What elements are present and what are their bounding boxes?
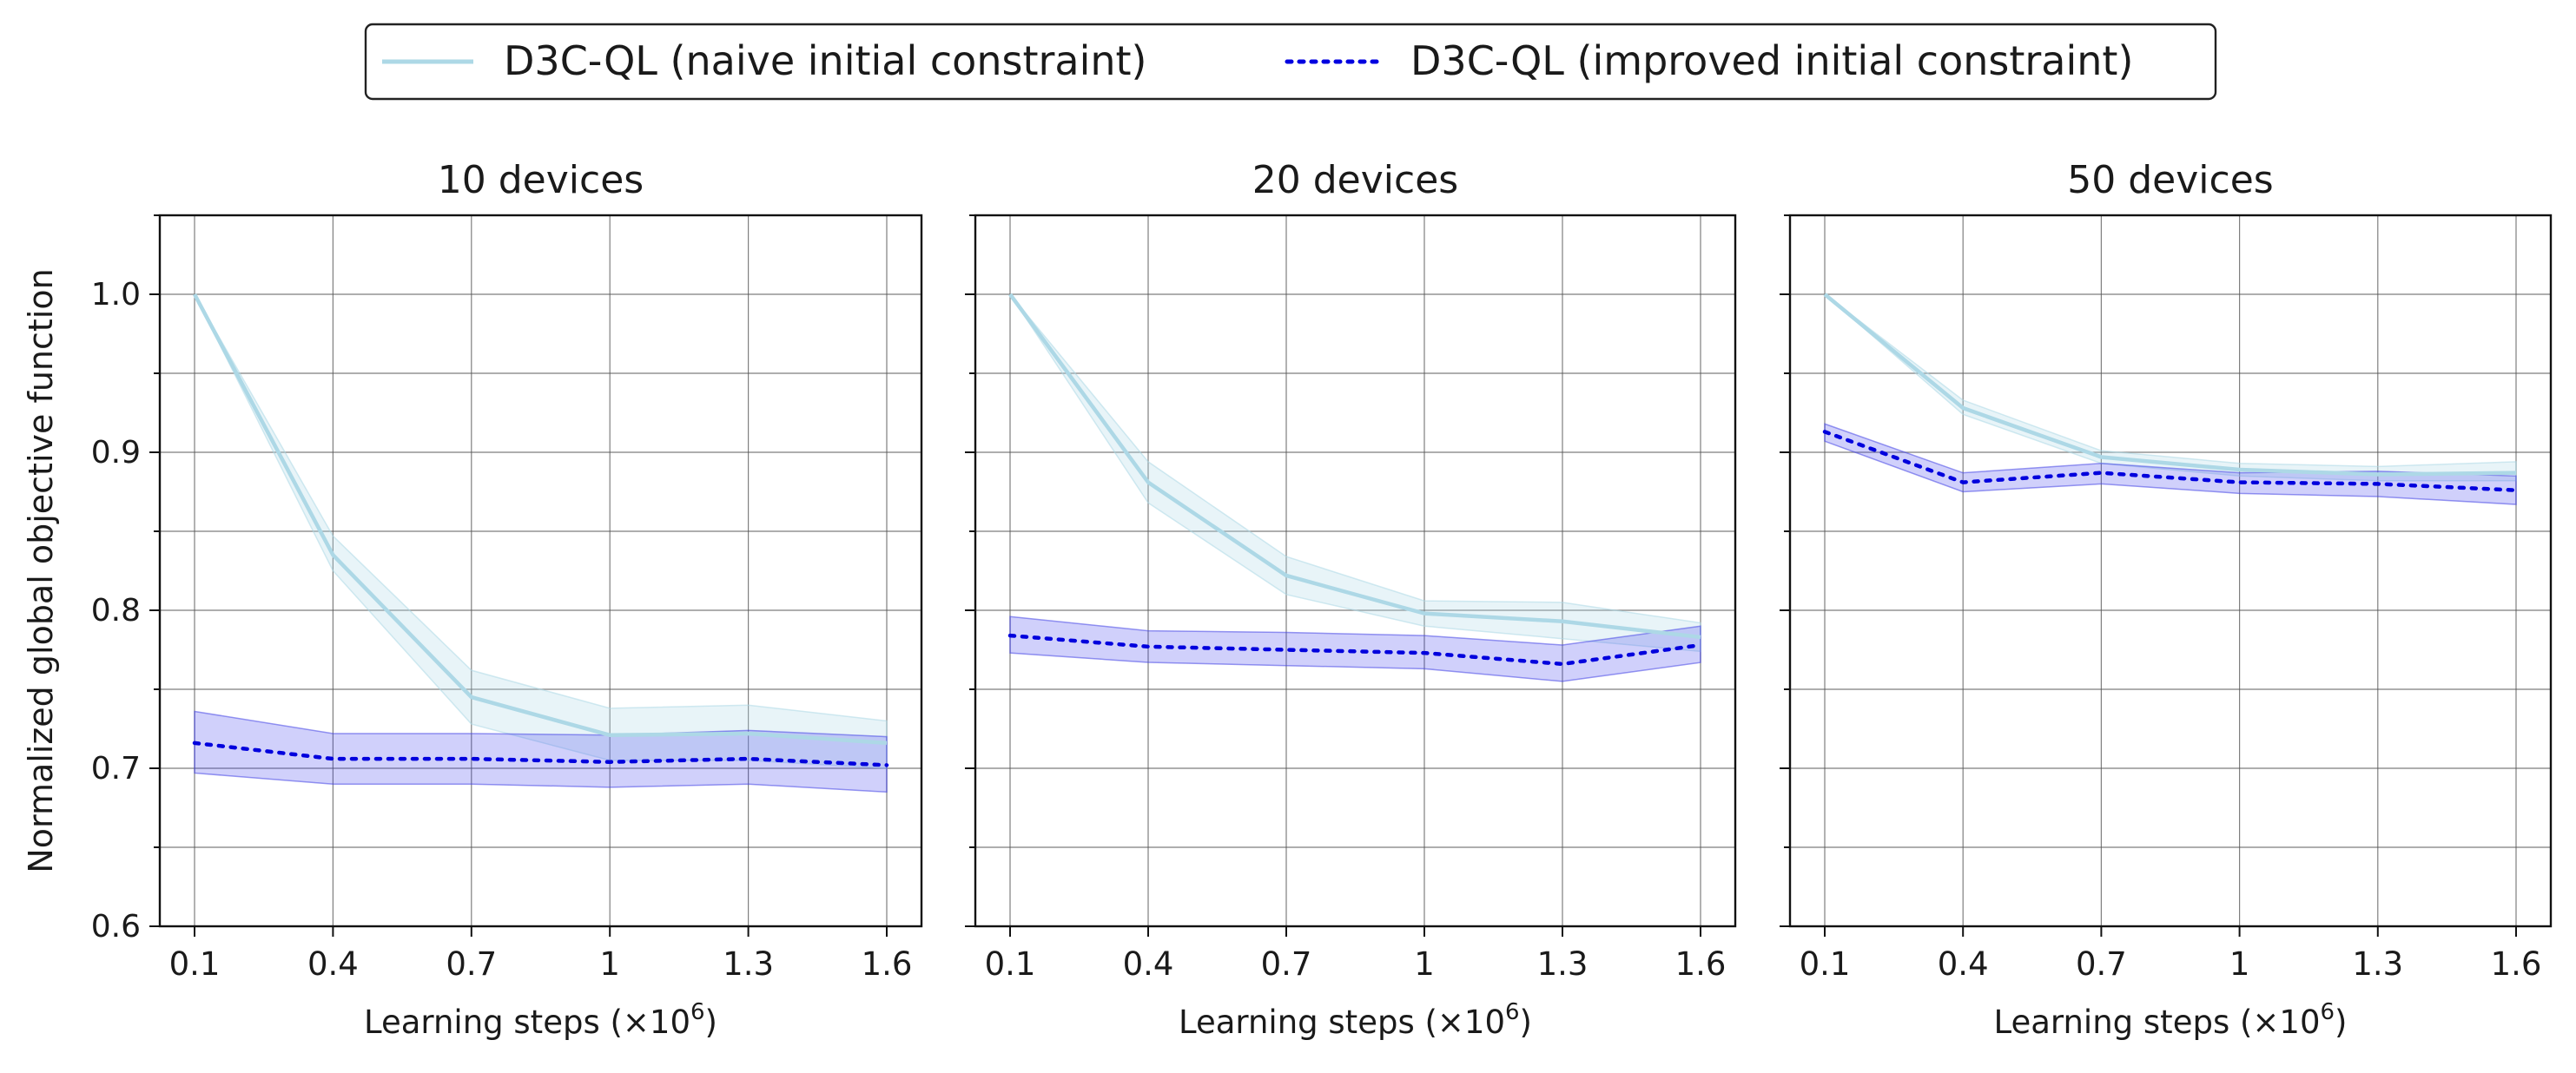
legend-item-1: D3C-QL (naive initial constraint) [382,37,1147,84]
x-tick-label: 0.1 [985,945,1036,983]
x-label-text: Learning steps (×10 [1994,1004,2321,1041]
x-tick-label: 0.7 [446,945,497,983]
x-label-close: ) [2335,1004,2347,1041]
confidence-band-2 [194,710,888,793]
x-tick-label: 0.1 [1800,945,1851,983]
grid-lines [160,214,921,927]
x-tick-label: 0.1 [169,945,221,983]
x-tick-label: 1.3 [1537,945,1589,983]
y-axis: 0.6 0.7 0.8 0.9 1.0 [91,214,160,945]
x-label-exponent: 6 [1505,999,1520,1025]
y-tick-label: 0.7 [91,751,141,787]
x-axis-label: Learning steps (×106) [364,999,717,1041]
x-label-text: Learning steps (×10 [364,1004,690,1041]
confidence-band-1 [1009,293,1701,653]
series-line-1 [193,293,888,746]
subplot-title: 10 devices [438,158,644,202]
y-tick-label: 0.8 [91,593,141,629]
x-axis: 0.1 0.4 0.7 1 1.3 1.6 Learning steps (×106) [1800,926,2542,1041]
x-tick-label: 1.3 [723,945,774,983]
y-tick-label: 0.6 [91,909,141,945]
x-label-close: ) [1520,1004,1532,1041]
x-tick-label: 1.3 [2352,945,2403,983]
confidence-band-2 [1009,615,1701,682]
x-tick-label: 0.7 [2076,945,2127,983]
series-line-1 [1008,293,1701,640]
x-tick-label: 0.7 [1261,945,1312,983]
x-tick-label: 1 [1414,945,1435,983]
legend: D3C-QL (naive initial constraint) D3C-QL … [364,23,2217,101]
y-axis-label: Normalized global objective function [22,268,60,872]
series-line-2 [1822,430,2519,492]
x-tick-label: 1 [599,945,620,983]
series-line-2 [1007,633,1703,667]
x-tick-label: 1.6 [1675,945,1727,983]
x-axis-label: Learning steps (×106) [1994,999,2348,1041]
x-tick-label: 1.6 [862,945,913,983]
x-tick-label: 0.4 [307,945,359,983]
axes-frame [974,214,1737,928]
y-axis [965,214,975,927]
legend-label: D3C-QL (naive initial constraint) [504,37,1147,84]
axes-frame [1788,214,2553,928]
x-tick-label: 1.6 [2491,945,2542,983]
confidence-band-1 [1824,293,2517,482]
x-tick-label: 0.4 [1938,945,1989,983]
axes-frame [158,214,923,928]
y-tick-label: 1.0 [91,277,141,313]
series-line-1 [1823,293,2517,477]
legend-item-2: D3C-QL (improved initial constraint) [1285,37,2133,84]
subplot-1: 0.6 0.7 0.8 0.9 1.0 0.1 0.4 0.7 1 1.3 1.6 Learning … [22,158,923,1041]
legend-label: D3C-QL (improved initial constraint) [1410,37,2133,84]
x-label-exponent: 6 [2321,999,2335,1025]
subplot-title: 20 devices [1252,158,1458,202]
subplot-2: 0.1 0.4 0.7 1 1.3 1.6 Learning steps (×106) 20 … [965,158,1737,1041]
x-tick-label: 1 [2229,945,2250,983]
x-label-exponent: 6 [690,999,705,1025]
x-label-close: ) [705,1004,717,1041]
grid-lines [975,214,1735,927]
x-label-text: Learning steps (×10 [1179,1004,1505,1041]
grid-lines [1790,214,2551,927]
subplot-title: 50 devices [2067,158,2273,202]
subplot-3: 0.1 0.4 0.7 1 1.3 1.6 Learning steps (×106) 50 … [1780,158,2553,1041]
y-axis [1780,214,1790,927]
x-axis: 0.1 0.4 0.7 1 1.3 1.6 Learning steps (×106) [985,926,1727,1041]
x-axis: 0.1 0.4 0.7 1 1.3 1.6 Learning steps (×106) [169,926,913,1041]
x-axis-label: Learning steps (×106) [1179,999,1532,1041]
y-tick-label: 0.9 [91,435,141,471]
x-tick-label: 0.4 [1123,945,1174,983]
